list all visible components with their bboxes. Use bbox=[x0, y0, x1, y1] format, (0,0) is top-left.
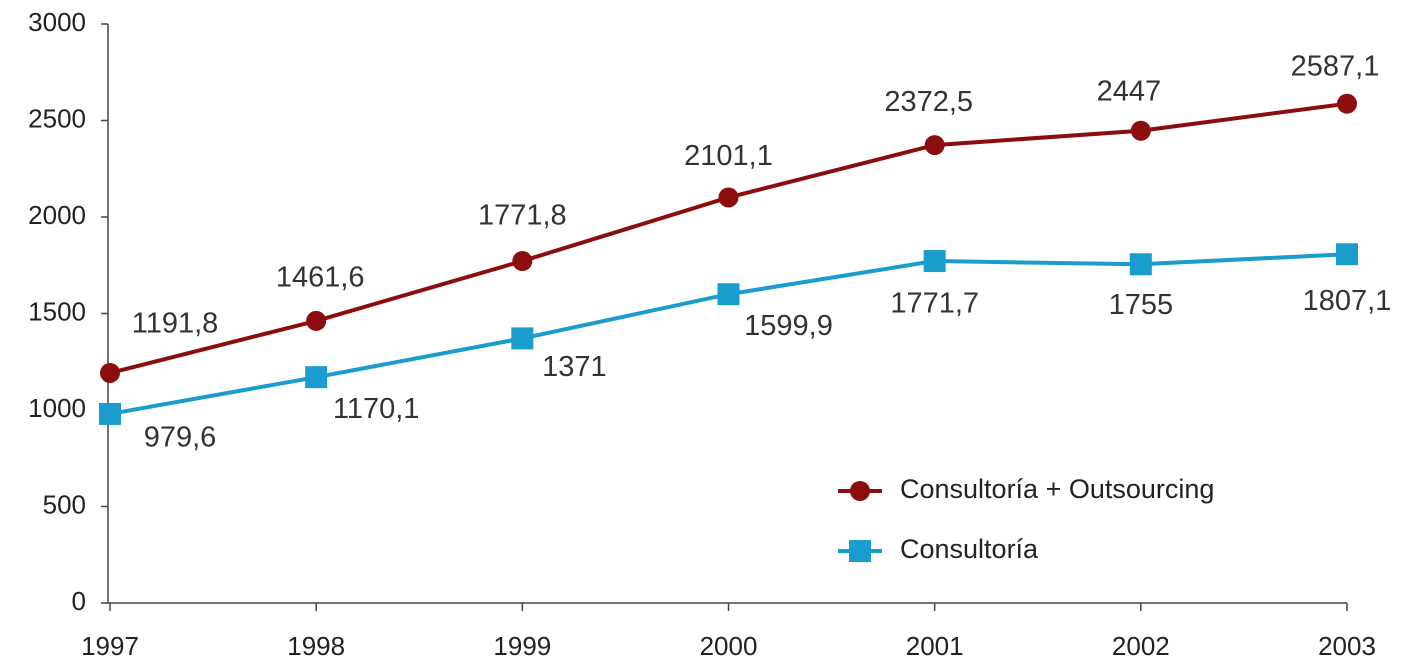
value-label: 1461,6 bbox=[276, 262, 365, 294]
x-tick-label: 1997 bbox=[81, 631, 139, 661]
point bbox=[1130, 120, 1151, 141]
value-label: 2101,1 bbox=[684, 140, 773, 172]
y-tick-label: 0 bbox=[72, 586, 86, 616]
x-tick-label: 2002 bbox=[1112, 631, 1170, 661]
value-label: 1807,1 bbox=[1303, 285, 1392, 317]
point bbox=[99, 402, 121, 425]
x-tick-label: 1999 bbox=[493, 631, 551, 661]
point bbox=[306, 310, 327, 331]
point bbox=[512, 251, 533, 272]
value-label: 1191,8 bbox=[132, 308, 219, 340]
value-label: 1755 bbox=[1109, 289, 1174, 321]
value-label: 1771,8 bbox=[478, 200, 567, 232]
value-label: 2587,1 bbox=[1291, 50, 1380, 82]
y-tick-label: 2500 bbox=[28, 103, 86, 133]
legend-label: Consultoría + Outsourcing bbox=[900, 474, 1214, 504]
point bbox=[1336, 243, 1358, 266]
point bbox=[923, 250, 946, 273]
point bbox=[1129, 253, 1152, 276]
x-tick-label: 2001 bbox=[906, 631, 964, 661]
y-tick-label: 2000 bbox=[28, 200, 86, 230]
legend-marker bbox=[849, 540, 871, 562]
x-tick-label: 2000 bbox=[700, 631, 758, 661]
y-tick-label: 500 bbox=[43, 489, 86, 519]
value-label: 1170,1 bbox=[333, 393, 420, 425]
point bbox=[717, 283, 740, 306]
value-label: 1599,9 bbox=[744, 310, 833, 342]
legend-marker bbox=[850, 481, 870, 501]
value-label: 2447 bbox=[1097, 75, 1162, 107]
legend-label: Consultoría bbox=[900, 534, 1039, 564]
point bbox=[100, 362, 120, 383]
point bbox=[305, 366, 328, 389]
y-tick-label: 3000 bbox=[28, 7, 86, 37]
value-label: 979,6 bbox=[144, 422, 217, 454]
point bbox=[718, 187, 739, 208]
x-tick-label: 2003 bbox=[1318, 631, 1376, 661]
point bbox=[511, 327, 534, 350]
y-tick-label: 1000 bbox=[28, 393, 86, 423]
value-label: 1371 bbox=[542, 351, 607, 383]
x-tick-label: 1998 bbox=[287, 631, 345, 661]
value-label: 1771,7 bbox=[890, 288, 979, 320]
point bbox=[924, 135, 945, 156]
point bbox=[1337, 93, 1357, 114]
value-label: 2372,5 bbox=[884, 86, 973, 118]
y-tick-label: 1500 bbox=[28, 296, 86, 326]
